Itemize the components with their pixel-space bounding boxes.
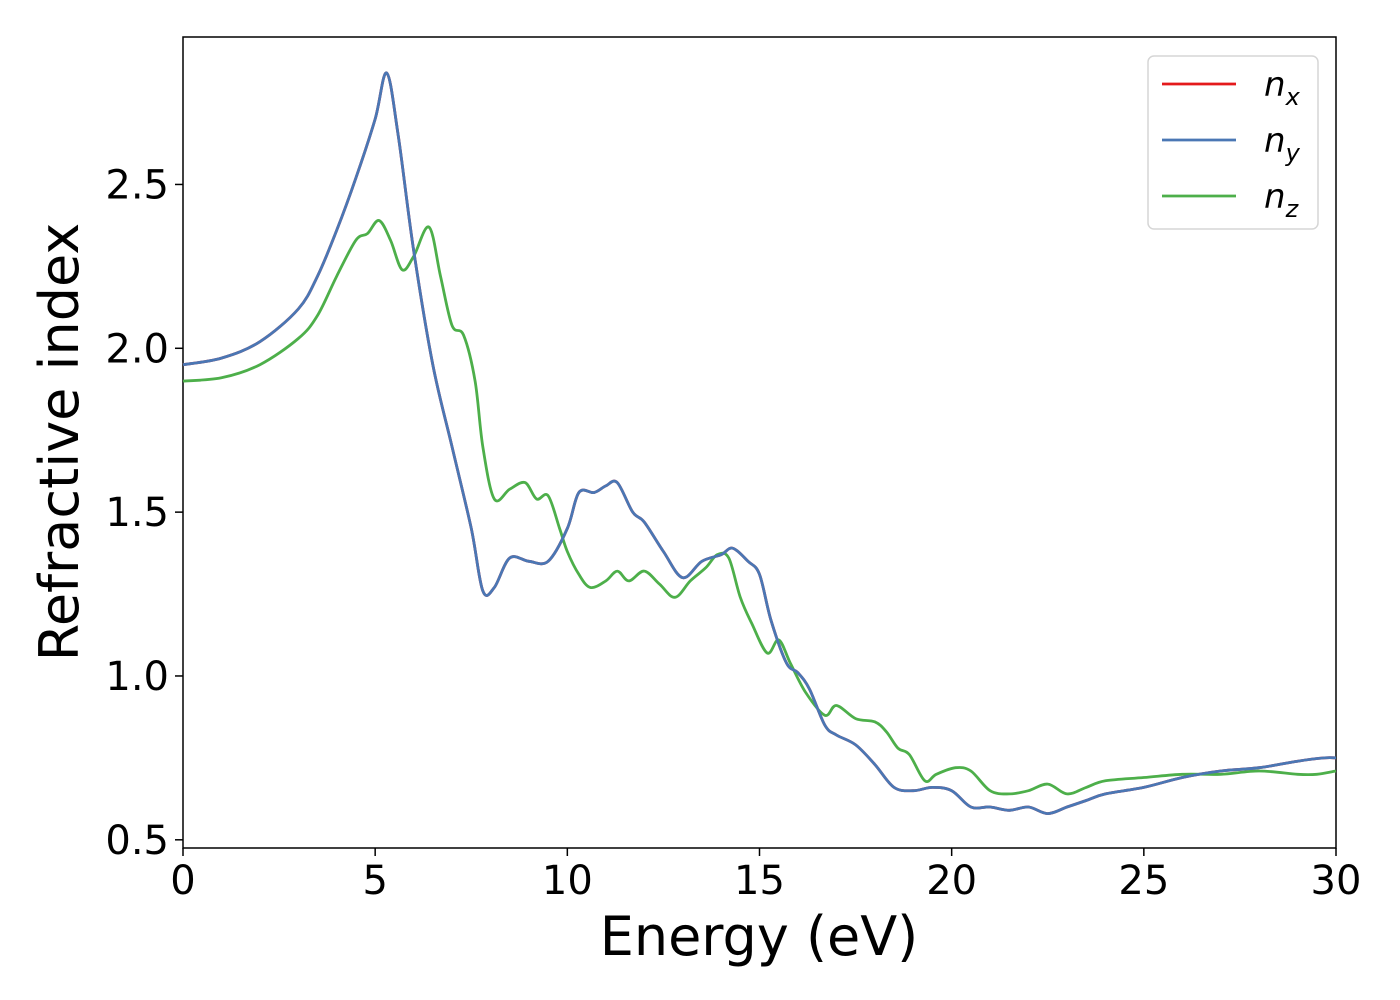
series-line-ny [182,71,1337,815]
x-tick-label: 0 [170,858,195,904]
x-tick-label: 5 [362,858,387,904]
plot-area [182,36,1337,849]
x-tick-label: 25 [1118,858,1169,904]
x-axis-title: Energy (eV) [600,905,919,968]
y-axis-title: Refractive index [28,223,91,662]
legend-box [1147,55,1319,230]
legend-label-nz: nz [1264,177,1300,223]
x-axis-ticks: 0 5 10 15 20 25 30 [170,848,1361,904]
legend-label-nx: nx [1264,65,1301,111]
series-layer [182,71,1337,815]
y-axis-ticks: 0.5 1.0 1.5 2.0 2.5 [105,162,183,864]
y-tick-label: 0.5 [105,818,169,864]
x-tick-label: 15 [734,858,785,904]
y-tick-label: 2.5 [105,162,169,208]
y-tick-label: 2.0 [105,326,169,372]
y-tick-label: 1.0 [105,654,169,700]
legend-label-ny: ny [1264,121,1301,167]
x-tick-label: 30 [1311,858,1362,904]
x-tick-label: 10 [542,858,593,904]
x-tick-label: 20 [926,858,977,904]
y-tick-label: 1.5 [105,490,169,536]
legend: nx ny nz [1147,55,1319,230]
